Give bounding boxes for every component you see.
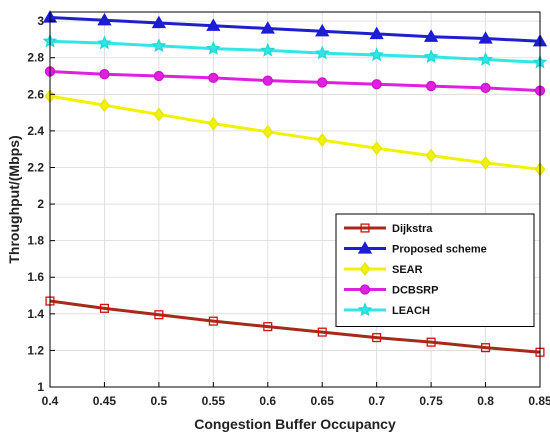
data-point-marker: [369, 47, 384, 62]
legend-label: Dijkstra: [392, 223, 433, 235]
series-line: [49, 69, 541, 93]
legend-label: SEAR: [392, 264, 423, 276]
y-tick-label: 1.2: [27, 343, 44, 357]
data-point-marker: [425, 148, 437, 163]
legend-marker: [360, 223, 370, 233]
legend-item: DCBSRP: [344, 284, 438, 297]
legend-label: LEACH: [392, 305, 430, 317]
data-point-marker: [480, 82, 491, 94]
data-point-marker: [206, 40, 221, 55]
data-point-marker: [478, 51, 493, 66]
plot-area-frame: [49, 11, 541, 388]
legend-marker: [359, 284, 371, 295]
y-axis-label: Throughput/(Mbps): [6, 135, 22, 263]
legend-marker: [359, 261, 371, 277]
axis-ticks: 0.4 0.45 0.5 0.55 0.6 0.65 0.7 0.75 0.8 0.85 1 1.2 1…: [27, 14, 550, 408]
x-tick-label: 0.4: [42, 394, 59, 408]
data-point-marker: [260, 21, 275, 34]
series-leach: [42, 33, 548, 69]
y-tick-label: 3: [37, 14, 44, 28]
legend: Dijkstra Proposed scheme SEAR DCBSRP LEACH: [335, 213, 535, 327]
data-point-marker: [425, 80, 437, 92]
y-tick-label: 1.4: [27, 307, 44, 321]
data-point-marker: [426, 337, 436, 347]
x-tick-label: 0.85: [528, 394, 550, 408]
y-tick-label: 1.6: [27, 270, 44, 284]
data-point-marker: [371, 79, 382, 90]
y-tick-label: 2.2: [27, 160, 44, 174]
x-tick-label: 0.8: [477, 394, 494, 408]
legend-marker: [357, 302, 373, 317]
data-point-marker: [262, 75, 273, 86]
data-point-marker: [99, 98, 110, 113]
x-tick-label: 0.55: [202, 394, 226, 408]
y-tick-label: 2.4: [27, 124, 44, 138]
data-point-marker: [263, 322, 273, 332]
data-point-marker: [151, 15, 167, 29]
data-point-marker: [208, 116, 219, 131]
data-point-marker: [480, 155, 491, 170]
data-point-marker: [97, 12, 112, 26]
x-axis-label: Congestion Buffer Occupancy: [194, 416, 396, 432]
x-tick-label: 0.5: [151, 394, 168, 408]
data-point-marker: [208, 316, 218, 326]
x-tick-label: 0.7: [368, 394, 385, 408]
data-point-marker: [153, 107, 165, 122]
series-dcbsrp: [44, 66, 546, 96]
data-point-marker: [423, 49, 439, 64]
series-line: [49, 94, 541, 171]
data-point-marker: [99, 303, 109, 313]
y-tick-label: 1.8: [27, 234, 44, 248]
data-point-marker: [154, 310, 164, 320]
data-point-marker: [369, 26, 384, 40]
data-point-marker: [97, 35, 112, 50]
legend-item: LEACH: [344, 302, 430, 317]
series-line: [49, 39, 541, 64]
data-point-marker: [206, 18, 221, 31]
legend-marker: [357, 241, 373, 254]
legend-item: Proposed scheme: [344, 241, 487, 256]
data-point-marker: [260, 42, 276, 57]
data-point-marker: [478, 31, 493, 44]
legend-item: SEAR: [344, 261, 423, 277]
data-point-marker: [481, 343, 491, 353]
legend-label: Proposed scheme: [392, 244, 487, 256]
data-point-marker: [316, 132, 328, 148]
legend-item: Dijkstra: [344, 223, 433, 235]
data-point-marker: [262, 124, 274, 139]
data-point-marker: [314, 45, 330, 60]
data-point-marker: [151, 38, 167, 53]
data-point-marker: [153, 70, 165, 82]
series-line: [49, 15, 541, 43]
series-proposed-scheme: [42, 10, 548, 47]
data-point-marker: [317, 77, 328, 88]
x-tick-label: 0.6: [259, 394, 276, 408]
series-line: [49, 299, 541, 354]
legend-label: DCBSRP: [392, 285, 438, 297]
y-tick-label: 2.8: [27, 51, 44, 65]
y-tick-label: 2.6: [27, 87, 44, 101]
series-sear: [44, 89, 546, 177]
data-point-marker: [99, 69, 110, 80]
data-point-marker: [423, 29, 439, 42]
x-tick-label: 0.45: [93, 394, 117, 408]
data-point-marker: [208, 72, 219, 84]
y-tick-label: 1: [37, 380, 44, 394]
data-point-marker: [317, 327, 327, 337]
y-tick-label: 2: [37, 197, 44, 211]
data-point-marker: [372, 333, 382, 343]
x-tick-label: 0.75: [419, 394, 443, 408]
data-point-marker: [315, 23, 330, 37]
x-tick-label: 0.65: [311, 394, 335, 408]
data-point-marker: [371, 141, 382, 156]
